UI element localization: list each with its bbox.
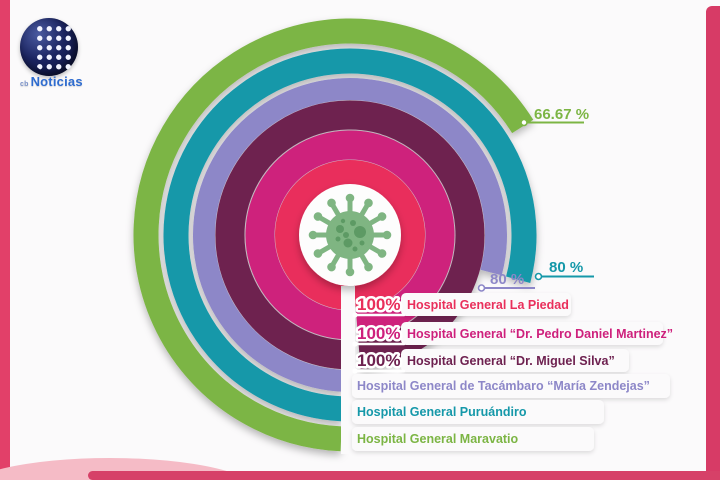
badge-dot-0 <box>352 312 358 318</box>
logo-prefix: cb <box>20 81 29 88</box>
label-band-3 <box>352 374 670 398</box>
ring-arc-5 <box>133 18 534 452</box>
virus-spot <box>350 220 356 226</box>
logo-dot-grid-icon <box>34 23 74 71</box>
coronavirus-icon <box>308 193 392 277</box>
virus-spike-tip <box>327 262 336 272</box>
virus-spike-tip <box>313 212 323 221</box>
virus-spike-tip <box>377 212 387 221</box>
hospital-label-4: Hospital General Puruándiro <box>357 405 527 419</box>
virus-spike-tip <box>382 230 392 240</box>
virus-spot <box>335 236 341 242</box>
label-band-0 <box>401 293 571 316</box>
right-frame-stripe <box>706 6 720 480</box>
virus-spike-tip <box>327 198 336 208</box>
callout-marker-4 <box>534 272 543 281</box>
left-frame-stripe <box>0 0 10 480</box>
virus-spike-tip <box>345 193 355 203</box>
logo-wordmark: cb Noticias <box>20 74 83 89</box>
ring-start-gap <box>341 286 355 454</box>
percent-callout-4: 80 % <box>549 259 583 276</box>
label-band-2 <box>401 349 629 372</box>
percent-callout-3: 80 % <box>490 271 524 288</box>
label-band-1 <box>401 322 663 345</box>
percent-callout-5: 66.67 % <box>534 106 589 123</box>
ring-arc-1 <box>245 130 455 340</box>
virus-spike-tip <box>377 249 387 258</box>
virus-spot <box>359 240 365 246</box>
virus-spike-tip <box>308 230 318 240</box>
label-bands-group <box>352 293 670 451</box>
news-logo: cb Noticias <box>16 18 86 89</box>
percent-badge-1: 100% <box>357 324 400 343</box>
hospital-label-5: Hospital General Maravatio <box>357 432 519 446</box>
callout-marker-3 <box>477 284 486 292</box>
virus-spot <box>336 225 344 233</box>
badge-dot-1 <box>352 341 358 347</box>
virus-spot <box>343 232 349 238</box>
virus-spot <box>352 246 358 252</box>
logo-sphere-icon <box>20 18 78 76</box>
logo-name: Noticias <box>30 74 83 89</box>
virus-spike-tip <box>364 262 373 272</box>
ring-arc-3 <box>193 78 507 392</box>
virus-spike-tip <box>345 267 355 277</box>
virus-spot <box>340 218 346 224</box>
badge-dot-2 <box>352 368 358 374</box>
hospital-label-0: Hospital General La Piedad <box>407 298 569 312</box>
hospital-label-3: Hospital General de Tacámbaro “María Zen… <box>357 379 650 393</box>
virus-spot <box>354 226 366 238</box>
ring-arc-0 <box>275 160 425 310</box>
virus-spike-tip <box>364 198 373 208</box>
label-band-5 <box>352 427 594 451</box>
label-band-4 <box>352 400 604 424</box>
bottom-frame-bar <box>88 471 720 480</box>
percent-badge-2: 100% <box>357 351 400 370</box>
virus-spot <box>343 238 353 248</box>
callout-marker-5 <box>520 118 528 127</box>
hospital-label-2: Hospital General “Dr. Miguel Silva” <box>407 354 615 368</box>
hospital-label-1: Hospital General “Dr. Pedro Daniel Marti… <box>407 327 673 341</box>
percent-badge-0: 100% <box>357 295 400 314</box>
virus-body <box>326 211 374 259</box>
ring-arc-4 <box>163 48 537 422</box>
virus-spike-tip <box>313 249 323 258</box>
